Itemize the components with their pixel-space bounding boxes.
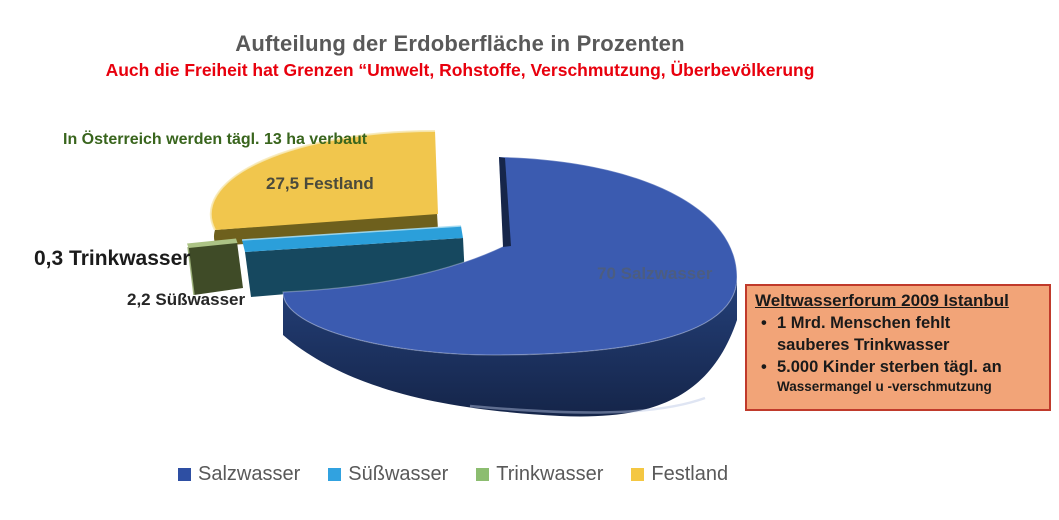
pie-slice-salzwasser-side bbox=[283, 277, 737, 417]
legend-swatch-festland bbox=[631, 467, 645, 481]
pie-slice-trinkwasser-top bbox=[187, 238, 238, 248]
info-box-title: Weltwasserforum 2009 Istanbul bbox=[755, 291, 1009, 310]
info-box-weltwasserforum: Weltwasserforum 2009 Istanbul • 1 Mrd. M… bbox=[745, 284, 1051, 411]
legend-swatch-trinkwasser bbox=[476, 467, 490, 481]
info-box-bullet-1-line-2: sauberes Trinkwasser bbox=[777, 336, 950, 354]
bullet-icon: • bbox=[761, 358, 767, 376]
legend-swatch-salzwasser bbox=[178, 467, 191, 481]
legend-item-trinkwasser: Trinkwasser bbox=[476, 462, 603, 486]
pie-slice-festland-top bbox=[210, 130, 438, 230]
pie-slice-trinkwasser-side bbox=[188, 242, 243, 295]
pie-slice-trinkwasser-edge-highlight bbox=[187, 246, 195, 296]
info-box-bullet-2-line-1: 5.000 Kinder sterben tägl. an bbox=[777, 358, 1002, 376]
annotation-austria: In Österreich werden tägl. 13 ha verbaut bbox=[63, 131, 368, 148]
pie-slice-salzwasser-side-glare bbox=[469, 396, 706, 414]
legend-label-suesswasser: Süßwasser bbox=[348, 463, 449, 485]
chart-subtitle: Auch die Freiheit hat Grenzen “Umwelt, R… bbox=[105, 60, 815, 80]
pie-slice-salzwasser-notch-wall bbox=[499, 157, 511, 247]
slice-label-suesswasser: 2,2 Süßwasser bbox=[127, 290, 246, 309]
info-box-footnote: Wassermangel u -verschmutzung bbox=[777, 379, 992, 394]
pie-slice-salzwasser-top bbox=[282, 156, 738, 356]
info-box-bullet-1-line-1: 1 Mrd. Menschen fehlt bbox=[777, 314, 951, 332]
pie-slice-festland-rim-highlight bbox=[209, 129, 436, 231]
chart-title: Aufteilung der Erdoberfläche in Prozente… bbox=[235, 31, 685, 56]
chart-legend: Salzwasser Süßwasser Trinkwasser Festlan… bbox=[178, 462, 728, 486]
legend-label-festland: Festland bbox=[651, 463, 729, 485]
info-box-bullet-1: • 1 Mrd. Menschen fehlt sauberes Trinkwa… bbox=[755, 312, 1041, 356]
legend-item-suesswasser: Süßwasser bbox=[328, 462, 448, 486]
legend-label-salzwasser: Salzwasser bbox=[198, 463, 301, 485]
pie-slice-suesswasser-top bbox=[242, 226, 463, 252]
legend-label-trinkwasser: Trinkwasser bbox=[496, 463, 604, 485]
legend-swatch-suesswasser bbox=[328, 467, 342, 481]
legend-item-festland: Festland bbox=[631, 462, 728, 486]
slice-label-festland: 27,5 Festland bbox=[266, 174, 374, 193]
bullet-icon: • bbox=[761, 314, 767, 332]
pie-slice-suesswasser-rim-highlight bbox=[241, 225, 462, 241]
legend-item-salzwasser: Salzwasser bbox=[178, 462, 300, 486]
slice-label-salzwasser: 70 Salzwasser bbox=[597, 264, 713, 283]
slice-label-trinkwasser: 0,3 Trinkwasser bbox=[34, 247, 191, 270]
info-box-bullet-2: • 5.000 Kinder sterben tägl. an bbox=[755, 356, 1041, 378]
